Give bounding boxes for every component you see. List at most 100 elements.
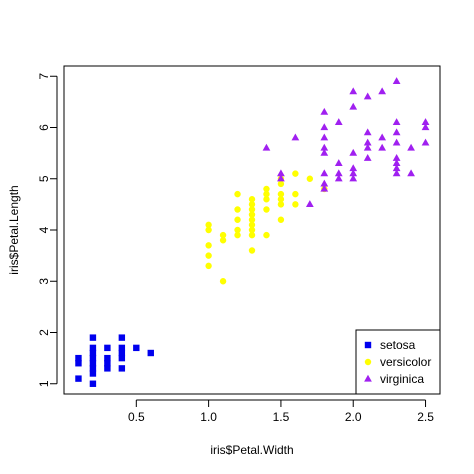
data-point-versicolor	[248, 226, 256, 234]
data-point-virginica	[363, 92, 372, 100]
series-virginica	[262, 77, 430, 207]
data-point-virginica	[334, 174, 343, 182]
data-point-virginica	[392, 128, 401, 136]
data-point-virginica	[392, 169, 401, 177]
data-point-versicolor	[277, 216, 285, 223]
y-axis: 1 2 3 4 5 6 7	[37, 73, 58, 387]
legend-symbol-versicolor	[364, 358, 372, 366]
data-point-versicolor	[219, 278, 227, 285]
data-point-versicolor	[248, 206, 256, 213]
x-tick-label: 0.5	[128, 410, 145, 424]
data-point-virginica	[334, 118, 343, 125]
data-point-versicolor	[248, 247, 256, 254]
legend-label-versicolor: versicolor	[380, 355, 431, 369]
data-point-virginica	[378, 87, 387, 95]
data-point-virginica	[421, 118, 430, 125]
data-point-setosa	[89, 354, 97, 362]
data-point-versicolor	[248, 216, 256, 223]
data-point-virginica	[363, 143, 372, 151]
data-point-virginica	[363, 138, 372, 146]
data-point-virginica	[421, 138, 430, 146]
data-point-setosa	[89, 349, 97, 357]
x-axis: 0.5 1.0 1.5 2.0 2.5	[128, 399, 434, 424]
data-point-virginica	[349, 169, 358, 177]
data-point-setosa	[89, 370, 97, 377]
data-point-versicolor	[277, 180, 285, 188]
data-point-virginica	[363, 128, 372, 136]
x-tick-label: 2.0	[345, 410, 362, 424]
data-point-virginica	[277, 169, 285, 177]
y-tick-label: 3	[37, 278, 51, 285]
data-point-setosa	[118, 334, 126, 341]
legend: setosa versicolor virginica	[355, 329, 441, 395]
data-point-setosa	[75, 360, 82, 367]
data-point-setosa	[89, 365, 97, 372]
data-point-virginica	[320, 107, 329, 115]
data-point-versicolor	[248, 221, 256, 229]
y-axis-title: iris$Petal.Length	[7, 185, 21, 274]
data-point-virginica	[334, 159, 343, 166]
data-point-virginica	[349, 164, 358, 172]
data-point-virginica	[320, 179, 329, 187]
y-tick-label: 6	[37, 124, 51, 131]
data-point-virginica	[392, 164, 401, 172]
series-setosa	[75, 334, 154, 387]
y-tick-label: 2	[37, 329, 51, 336]
data-point-virginica	[262, 143, 271, 151]
data-point-virginica	[392, 138, 401, 146]
legend-symbol-virginica	[364, 374, 372, 382]
data-point-virginica	[320, 169, 329, 177]
data-point-virginica	[407, 143, 415, 151]
data-point-versicolor	[234, 216, 241, 223]
data-point-setosa	[118, 344, 126, 352]
data-point-virginica	[320, 133, 329, 141]
data-point-setosa	[118, 349, 126, 357]
x-axis-title: iris$Petal.Width	[210, 443, 293, 457]
y-tick-label: 5	[37, 175, 51, 182]
data-point-virginica	[349, 148, 358, 156]
data-point-setosa	[75, 354, 82, 362]
data-point-virginica	[320, 143, 329, 151]
data-point-virginica	[320, 123, 329, 131]
data-point-versicolor	[219, 231, 227, 239]
data-point-versicolor	[292, 190, 299, 198]
data-point-versicolor	[234, 226, 241, 234]
data-point-virginica	[363, 153, 372, 161]
data-point-setosa	[147, 349, 154, 357]
data-point-setosa	[118, 365, 126, 372]
data-point-versicolor	[306, 175, 314, 182]
data-point-versicolor	[205, 221, 212, 229]
data-point-versicolor	[234, 190, 241, 198]
data-point-virginica	[378, 133, 387, 141]
legend-symbol-setosa	[364, 341, 372, 349]
data-point-versicolor	[292, 170, 299, 177]
data-point-versicolor	[248, 231, 256, 239]
data-point-setosa	[104, 354, 111, 362]
data-point-versicolor	[248, 196, 256, 203]
data-point-virginica	[392, 153, 401, 161]
data-point-setosa	[89, 380, 97, 387]
data-point-virginica	[392, 159, 401, 166]
y-tick-label: 4	[37, 226, 51, 233]
data-point-setosa	[118, 354, 126, 362]
data-point-versicolor	[263, 190, 270, 198]
data-point-virginica	[378, 143, 387, 151]
data-point-virginica	[277, 174, 285, 182]
data-point-versicolor	[234, 231, 241, 239]
data-point-versicolor	[277, 190, 285, 198]
data-point-versicolor	[263, 231, 270, 239]
data-point-versicolor	[263, 206, 270, 213]
data-point-virginica	[407, 169, 415, 177]
data-point-virginica	[349, 102, 358, 110]
data-points	[75, 77, 430, 387]
legend-label-setosa: setosa	[380, 338, 416, 352]
data-point-setosa	[104, 365, 111, 372]
data-point-virginica	[305, 200, 314, 207]
data-point-versicolor	[263, 185, 270, 193]
data-point-versicolor	[248, 211, 256, 218]
data-point-versicolor	[205, 226, 212, 234]
data-point-versicolor	[263, 196, 270, 203]
data-point-virginica	[334, 169, 343, 177]
data-point-virginica	[392, 118, 401, 125]
